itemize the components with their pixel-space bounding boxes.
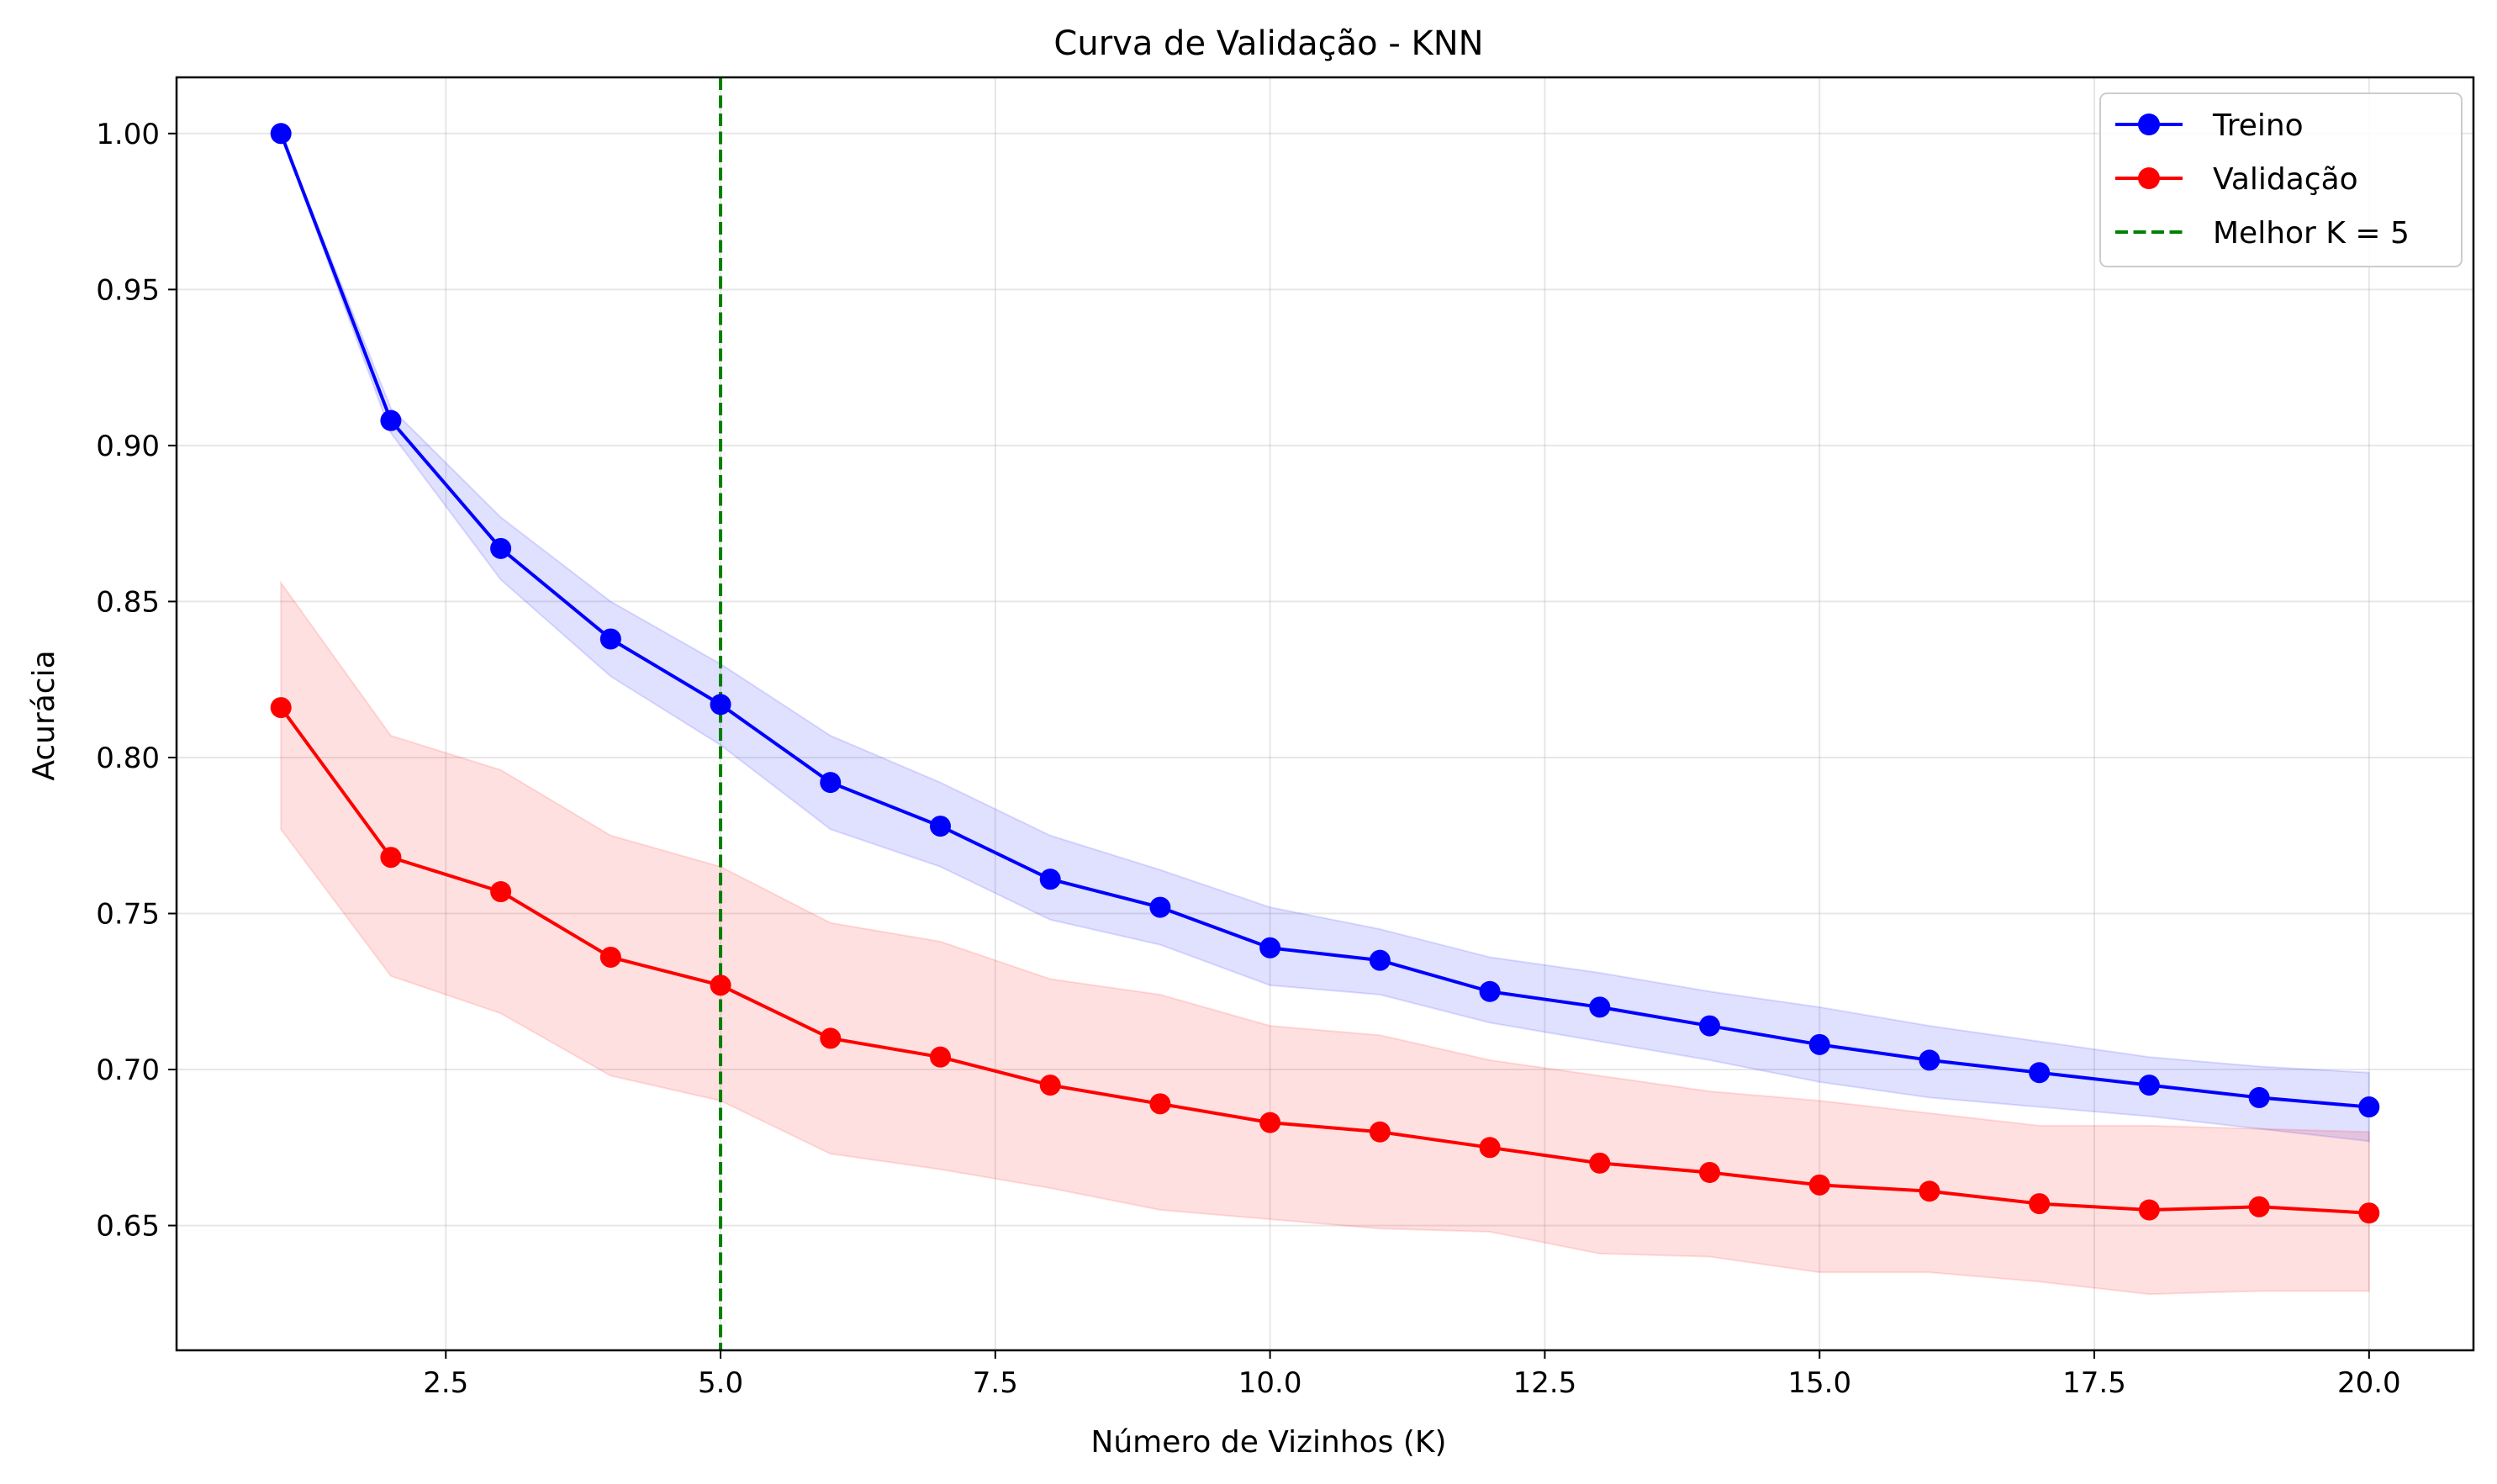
point-validacao xyxy=(1259,1112,1281,1133)
legend-marker-treino xyxy=(2138,114,2160,135)
x-tick-label: 2.5 xyxy=(423,1366,468,1400)
y-axis-label: Acurácia xyxy=(27,650,61,780)
legend-label-treino: Treino xyxy=(2212,108,2304,143)
x-tick-label: 17.5 xyxy=(2062,1366,2126,1400)
y-tick-label: 0.85 xyxy=(96,585,160,619)
chart-title: Curva de Validação - KNN xyxy=(1053,24,1483,63)
x-tick-label: 20.0 xyxy=(2337,1366,2401,1400)
y-tick-label: 0.70 xyxy=(96,1054,160,1087)
point-validacao xyxy=(380,847,402,869)
legend-label-best-k: Melhor K = 5 xyxy=(2213,216,2410,251)
legend-item-validacao: Validação xyxy=(2115,162,2358,197)
point-validacao xyxy=(1589,1152,1611,1174)
point-treino xyxy=(380,409,402,431)
point-treino xyxy=(1369,949,1391,971)
point-validacao xyxy=(1149,1093,1171,1115)
x-axis-ticks: 2.5 5.0 7.5 10.0 12.5 15.0 17.5 20.0 xyxy=(423,1350,2401,1400)
point-validacao xyxy=(1369,1121,1391,1143)
point-treino xyxy=(1699,1015,1721,1037)
point-validacao xyxy=(599,946,621,968)
x-axis-label: Número de Vizinhos (K) xyxy=(1090,1425,1446,1460)
point-validacao xyxy=(1699,1161,1721,1183)
x-tick-label: 10.0 xyxy=(1238,1366,1302,1400)
point-validacao xyxy=(490,881,512,903)
y-tick-label: 1.00 xyxy=(96,118,160,151)
legend-label-validacao: Validação xyxy=(2213,162,2358,197)
point-treino xyxy=(599,628,621,650)
legend-marker-validacao xyxy=(2138,167,2160,189)
point-validacao xyxy=(2248,1196,2270,1217)
point-treino xyxy=(1039,869,1061,890)
legend-item-treino: Treino xyxy=(2115,108,2304,143)
point-treino xyxy=(2248,1086,2270,1108)
x-tick-label: 12.5 xyxy=(1513,1366,1577,1400)
x-tick-label: 15.0 xyxy=(1787,1366,1851,1400)
line-treino xyxy=(279,133,2369,1109)
legend-box xyxy=(2099,92,2463,267)
point-validacao xyxy=(2358,1202,2380,1224)
legend-item-best-k: Melhor K = 5 xyxy=(2115,216,2410,251)
point-treino xyxy=(710,694,731,716)
point-treino xyxy=(1808,1033,1830,1055)
x-tick-label: 7.5 xyxy=(973,1366,1018,1400)
y-tick-label: 0.75 xyxy=(96,897,160,931)
y-tick-label: 0.95 xyxy=(96,273,160,307)
point-validacao xyxy=(929,1046,951,1068)
point-validacao xyxy=(820,1027,842,1049)
point-treino xyxy=(490,537,512,559)
plot-frame xyxy=(175,76,2475,1352)
y-tick-label: 0.80 xyxy=(96,742,160,775)
point-treino xyxy=(820,772,842,794)
point-treino xyxy=(929,816,951,837)
band-validacao xyxy=(280,580,2370,1296)
point-validacao xyxy=(1919,1180,1940,1202)
point-treino xyxy=(2138,1075,2160,1096)
legend: Treino Validação Melhor K = 5 xyxy=(2099,92,2463,267)
y-tick-label: 0.90 xyxy=(96,430,160,463)
point-treino xyxy=(1479,980,1501,1002)
x-tick-label: 5.0 xyxy=(698,1366,743,1400)
y-tick-label: 0.65 xyxy=(96,1210,160,1244)
point-treino xyxy=(1589,996,1611,1018)
line-validacao xyxy=(279,706,2369,1215)
y-axis-ticks: 0.65 0.70 0.75 0.80 0.85 0.90 0.95 1.00 xyxy=(96,118,177,1244)
grid xyxy=(177,77,2473,1350)
point-validacao xyxy=(1808,1174,1830,1196)
point-treino xyxy=(2029,1062,2051,1084)
point-validacao xyxy=(1039,1075,1061,1096)
point-treino xyxy=(1919,1049,1940,1071)
point-validacao xyxy=(2138,1199,2160,1221)
point-treino xyxy=(2358,1096,2380,1118)
point-validacao xyxy=(270,697,292,719)
point-validacao xyxy=(710,974,731,996)
series-lines xyxy=(279,133,2369,1215)
point-treino xyxy=(1259,937,1281,959)
point-validacao xyxy=(1479,1137,1501,1159)
point-treino xyxy=(270,123,292,145)
series-markers xyxy=(270,123,2380,1224)
point-validacao xyxy=(2029,1193,2051,1215)
point-treino xyxy=(1149,896,1171,918)
